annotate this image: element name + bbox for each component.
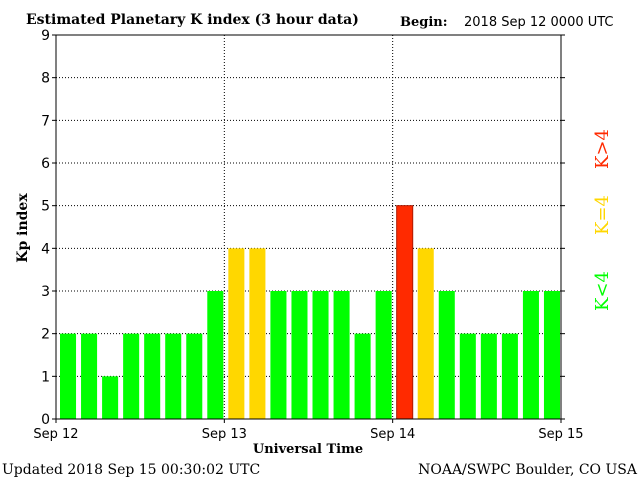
kp-bar [186, 333, 203, 419]
kp-bar [375, 291, 392, 419]
kp-bar [249, 248, 266, 419]
x-tick-label: Sep 12 [33, 427, 78, 442]
kp-bar [417, 248, 434, 419]
kp-bar [333, 291, 350, 419]
y-tick-label: 4 [41, 241, 50, 257]
x-tick-label: Sep 14 [370, 427, 415, 442]
kp-bar [207, 291, 224, 419]
kp-bar [291, 291, 308, 419]
plot-frame [55, 34, 562, 420]
kp-bar [81, 333, 98, 419]
kp-bar [60, 333, 77, 419]
y-tick-label: 2 [41, 327, 50, 343]
y-tick-label: 8 [41, 71, 50, 87]
begin-label: Begin: [400, 15, 448, 30]
kp-bar [123, 333, 140, 419]
source-credit: NOAA/SWPC Boulder, CO USA [418, 462, 638, 478]
kp-bar [438, 291, 455, 419]
y-tick-label: 3 [41, 284, 50, 300]
y-tick-label: 5 [41, 199, 50, 215]
updated-timestamp: Updated 2018 Sep 15 00:30:02 UTC [2, 462, 260, 478]
kp-bar [354, 333, 371, 419]
y-tick-label: 0 [41, 412, 50, 428]
kp-bar [480, 333, 497, 419]
y-tick-label: 1 [41, 369, 50, 385]
y-tick-label: 9 [41, 28, 50, 44]
kp-bar [543, 291, 560, 419]
legend-low: K<4 [592, 271, 613, 311]
x-tick-label: Sep 15 [538, 427, 583, 442]
kp-bar [312, 291, 329, 419]
kp-bar [165, 333, 182, 419]
x-tick-label: Sep 13 [202, 427, 247, 442]
kp-bar [144, 333, 161, 419]
legend-high: K>4 [592, 129, 613, 169]
begin-value: 2018 Sep 12 0000 UTC [464, 15, 614, 30]
kp-bar [459, 333, 476, 419]
y-tick-label: 7 [41, 113, 50, 129]
kp-bar [396, 205, 414, 420]
kp-bar [228, 248, 245, 419]
y-tick-label: 6 [41, 156, 50, 172]
kp-bar [270, 291, 287, 419]
kp-bar [102, 376, 119, 419]
kp-bar [522, 291, 539, 419]
plot-area: 0 1 2 3 4 5 6 7 8 9 Sep 12 Sep 13 Sep 14 Sep 15 [33, 28, 583, 442]
kp-bar [501, 333, 518, 419]
y-axis-label: Kp index [15, 193, 31, 263]
chart-title: Estimated Planetary K index (3 hour data… [26, 12, 359, 28]
legend-mid: K=4 [592, 195, 613, 235]
x-axis-label: Universal Time [253, 442, 363, 457]
